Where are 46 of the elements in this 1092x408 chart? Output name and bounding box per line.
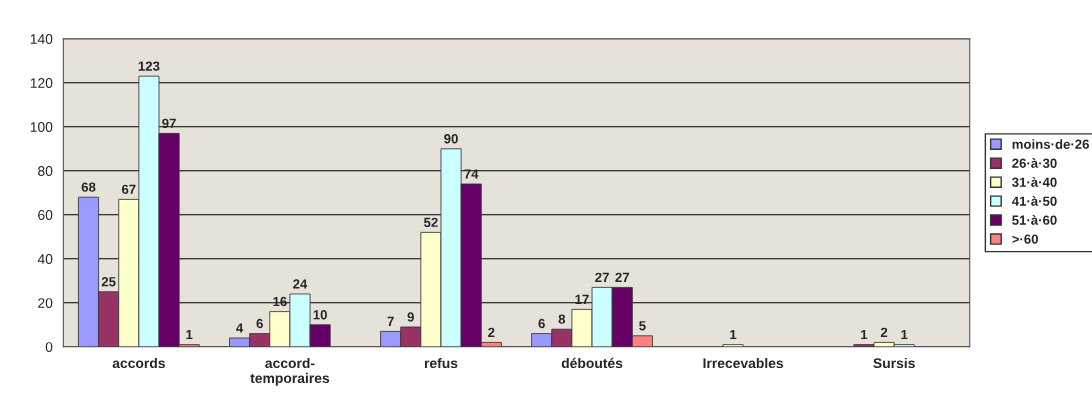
data-label: 1 bbox=[901, 330, 908, 340]
data-label: 97 bbox=[162, 118, 176, 128]
data-label: 74 bbox=[464, 169, 479, 179]
x-tick-label: déboutés bbox=[561, 357, 623, 369]
data-label: 2 bbox=[880, 327, 888, 337]
data-label: 4 bbox=[236, 323, 244, 333]
y-tick-label: 20 bbox=[38, 298, 53, 308]
data-label: 25 bbox=[101, 277, 116, 287]
data-label: 6 bbox=[538, 318, 545, 329]
y-tick-label: 100 bbox=[30, 122, 53, 132]
data-label: 1 bbox=[730, 330, 737, 340]
data-label: 17 bbox=[575, 294, 589, 304]
x-tick-label: refus bbox=[424, 357, 458, 369]
y-tick-label: 40 bbox=[37, 254, 53, 264]
data-label: 52 bbox=[423, 217, 438, 227]
legend-label: 41·à·50 bbox=[1011, 196, 1057, 206]
y-tick-label: 140 bbox=[30, 34, 53, 44]
data-label: 9 bbox=[407, 312, 414, 322]
data-label: 5 bbox=[639, 321, 646, 331]
data-label: 2 bbox=[488, 327, 495, 337]
legend-label: moins·de·26 bbox=[1012, 139, 1089, 149]
data-label: 27 bbox=[595, 272, 609, 282]
data-label: 24 bbox=[293, 279, 308, 289]
data-label: 90 bbox=[444, 134, 458, 144]
data-label: 67 bbox=[121, 184, 136, 194]
y-tick-label: 60 bbox=[38, 210, 53, 220]
data-label: 27 bbox=[615, 272, 630, 282]
x-tick-label: accords bbox=[112, 357, 165, 369]
x-tick-label: Irrecevables bbox=[703, 357, 784, 369]
legend-label: 31·à·40 bbox=[1012, 177, 1057, 187]
data-label: 123 bbox=[138, 61, 160, 71]
y-tick-label: 120 bbox=[30, 78, 53, 88]
data-label: 6 bbox=[256, 318, 263, 329]
data-label: 1 bbox=[186, 330, 193, 340]
x-tick-label: accord- temporaires bbox=[250, 357, 330, 386]
data-label: 10 bbox=[313, 310, 327, 320]
data-label: 68 bbox=[81, 182, 96, 192]
data-label: 1 bbox=[861, 330, 868, 340]
data-label: 8 bbox=[558, 314, 566, 324]
legend-label: 51·à·60 bbox=[1012, 215, 1057, 225]
legend-label: 26·à·30 bbox=[1012, 158, 1057, 168]
legend-label: >·60 bbox=[1012, 234, 1038, 244]
data-label: 7 bbox=[387, 316, 394, 326]
x-tick-label: Sursis bbox=[873, 357, 915, 369]
y-tick-label: 0 bbox=[45, 342, 53, 352]
y-tick-label: 80 bbox=[38, 166, 53, 176]
